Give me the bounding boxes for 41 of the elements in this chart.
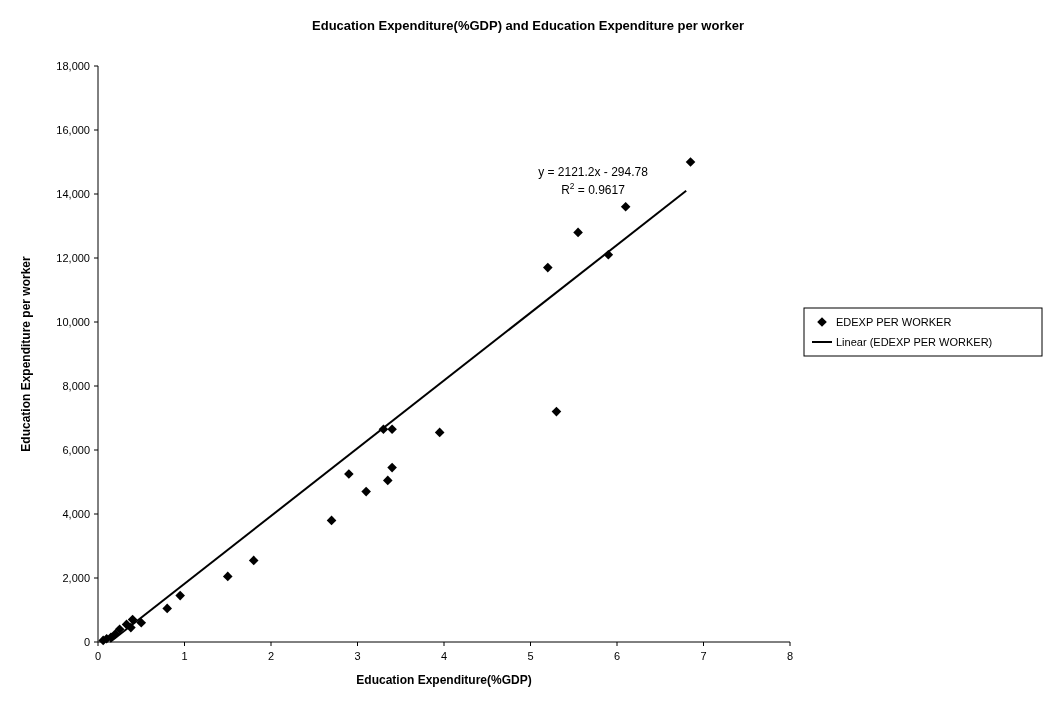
y-tick-label: 12,000 [56, 251, 90, 264]
x-tick-label: 1 [181, 650, 188, 662]
point [248, 555, 259, 566]
point [222, 571, 233, 582]
point [573, 227, 583, 238]
y-tick-label: 2,000 [62, 571, 90, 584]
y-tick-label: 0 [83, 635, 90, 648]
point [361, 486, 371, 497]
x-tick-label: 7 [700, 650, 707, 662]
y-tick-label: 6,000 [62, 443, 90, 456]
x-tick-label: 3 [354, 650, 361, 662]
point [382, 475, 393, 486]
point [136, 618, 147, 628]
point [543, 262, 553, 273]
legend-label: EDEXP PER WORKER [836, 315, 952, 328]
x-tick-label: 0 [94, 650, 102, 662]
point [685, 157, 696, 167]
x-tick-label: 4 [440, 650, 448, 662]
point [620, 202, 631, 212]
x-tick-label: 2 [267, 650, 275, 662]
point [162, 603, 172, 614]
y-tick-label: 8,000 [62, 379, 90, 392]
x-tick-label: 5 [527, 650, 534, 662]
legend-label: Linear (EDEXP PER WORKER) [836, 335, 993, 348]
point [387, 462, 397, 473]
y-tick-label: 4,000 [62, 507, 90, 520]
point [387, 424, 397, 434]
annotation: y = 2121.2x - 294.78 [538, 165, 649, 179]
point [434, 427, 445, 438]
point [175, 590, 185, 601]
y-axis-title: Education Expenditure per worker [19, 255, 33, 452]
x-axis-title: Education Expenditure(%GDP) [356, 673, 532, 687]
y-tick-label: 10,000 [56, 315, 90, 328]
chart-title: Education Expenditure(%GDP) and Education Expenditure per worker [312, 18, 744, 33]
y-tick-label: 18,000 [56, 59, 90, 72]
annotation: R$^{2}$ = 0.9617 [561, 181, 626, 197]
point [114, 624, 125, 634]
x-tick-label: 6 [613, 650, 621, 662]
y-tick-label: 14,000 [56, 187, 90, 200]
x-tick-label: 8 [786, 650, 794, 662]
y-tick-label: 16,000 [56, 123, 90, 136]
